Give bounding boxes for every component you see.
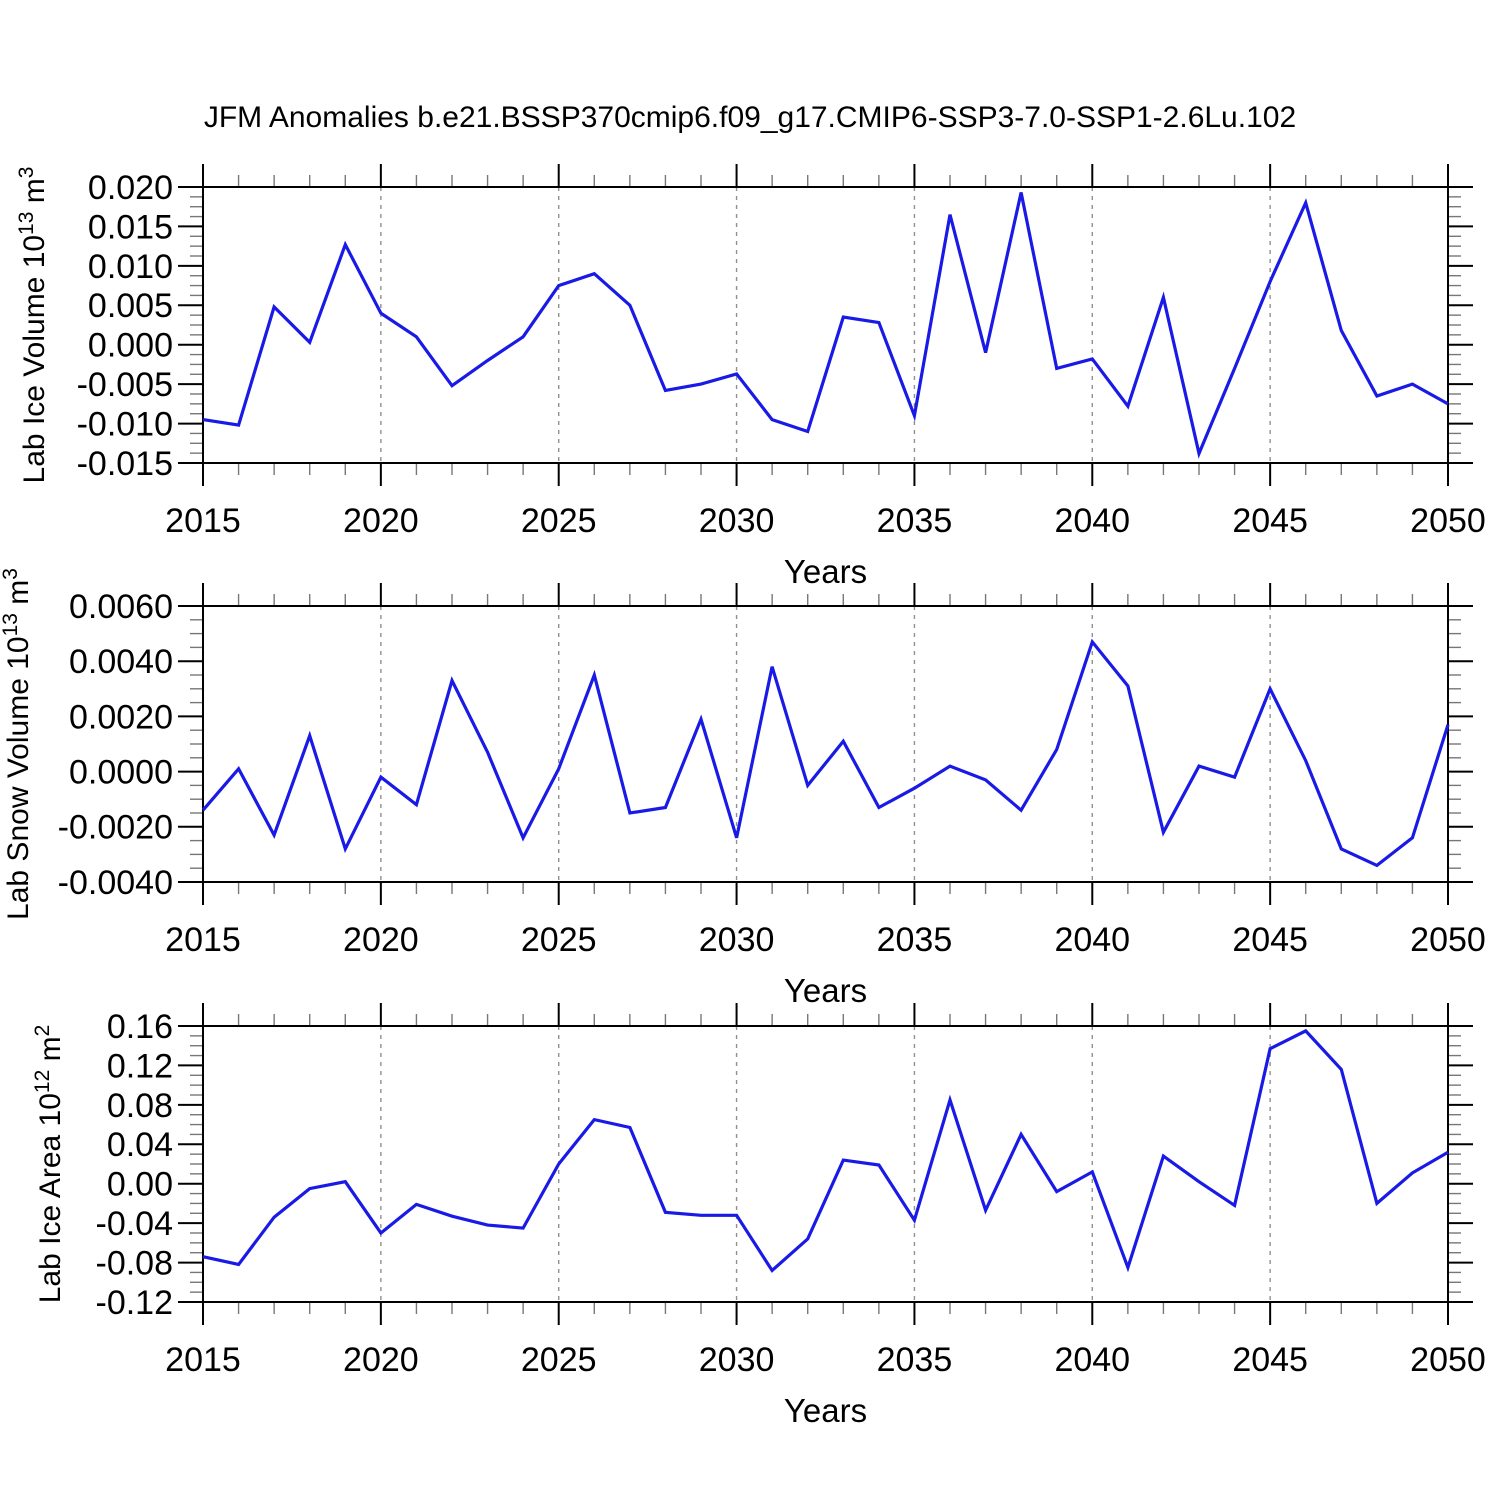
y-tick-label: 0.16 — [107, 1008, 173, 1046]
y-tick-label: -0.005 — [77, 366, 173, 404]
x-tick-label: 2015 — [165, 502, 241, 540]
x-tick-label: 2045 — [1232, 502, 1308, 540]
x-axis-title: Years — [784, 972, 867, 1009]
x-tick-label: 2040 — [1054, 1341, 1130, 1379]
x-tick-label: 2025 — [521, 502, 597, 540]
x-tick-label: 2020 — [343, 502, 419, 540]
y-tick-label: -0.08 — [96, 1244, 174, 1282]
chart-title: JFM Anomalies b.e21.BSSP370cmip6.f09_g17… — [203, 101, 1297, 134]
y-tick-label: -0.010 — [77, 405, 173, 443]
x-tick-label: 2030 — [699, 921, 775, 959]
panel-2: 0.0060 0.0040 0.0020 0.0000 -0.0020 -0.0040 20… — [0, 568, 1486, 1009]
y-tick-label: 0.0040 — [69, 643, 173, 681]
y-tick-label: 0.12 — [107, 1047, 173, 1085]
y-tick-label: 0.0060 — [69, 588, 173, 626]
x-tick-label: 2045 — [1232, 921, 1308, 959]
plot-border — [202, 186, 1449, 464]
y-tick-label: 0.000 — [88, 327, 173, 365]
x-tick-label: 2030 — [699, 502, 775, 540]
series-line — [201, 638, 1450, 868]
y-tick-label: -0.0040 — [58, 864, 173, 902]
x-tick-label: 2045 — [1232, 1341, 1308, 1379]
x-tick-label: 2015 — [165, 921, 241, 959]
x-axis-title: Years — [784, 553, 867, 590]
y-tick-label: 0.005 — [88, 287, 173, 325]
series-line — [202, 192, 1449, 459]
plot-border — [202, 1025, 1449, 1303]
plot-border — [202, 605, 1449, 883]
y-axis-title: Lab Ice Area 1012 m2 — [31, 1025, 67, 1304]
y-tick-label: 0.0000 — [69, 754, 173, 792]
y-tick-label: 0.08 — [107, 1087, 173, 1125]
x-tick-label: 2040 — [1054, 502, 1130, 540]
x-tick-label: 2050 — [1410, 502, 1486, 540]
x-tick-label: 2050 — [1410, 921, 1486, 959]
y-tick-label: -0.0020 — [58, 809, 173, 847]
x-tick-label: 2015 — [165, 1341, 241, 1379]
y-axis-title: Lab Ice Volume 1013 m3 — [15, 167, 51, 484]
y-tick-label: 0.020 — [88, 169, 173, 207]
x-tick-label: 2035 — [877, 1341, 953, 1379]
x-tick-label: 2035 — [877, 502, 953, 540]
panel-1: 0.0200.0150.0100.0050.000-0.005-0.010-0.… — [15, 164, 1486, 590]
y-tick-label: 0.00 — [107, 1166, 173, 1204]
y-tick-label: 0.0020 — [69, 698, 173, 736]
y-tick-label: 0.015 — [88, 208, 173, 246]
y-tick-label: -0.015 — [77, 445, 173, 483]
x-tick-label: 2025 — [521, 921, 597, 959]
x-tick-label: 2035 — [877, 921, 953, 959]
x-tick-label: 2020 — [343, 1341, 419, 1379]
x-axis-title: Years — [784, 1392, 867, 1429]
panel-3: 0.160.120.080.040.00-0.04-0.08-0.12 2015 2… — [31, 1003, 1486, 1429]
x-tick-label: 2025 — [521, 1341, 597, 1379]
x-tick-label: 2020 — [343, 921, 419, 959]
y-tick-label: 0.010 — [88, 248, 173, 286]
x-tick-label: 2050 — [1410, 1341, 1486, 1379]
y-axis-title: Lab Snow Volume 1013 m3 — [0, 568, 35, 920]
series-line — [202, 1028, 1449, 1273]
y-tick-label: -0.04 — [96, 1205, 174, 1243]
y-tick-label: -0.12 — [96, 1284, 174, 1322]
x-tick-label: 2040 — [1054, 921, 1130, 959]
x-tick-label: 2030 — [699, 1341, 775, 1379]
y-tick-label: 0.04 — [107, 1126, 173, 1164]
